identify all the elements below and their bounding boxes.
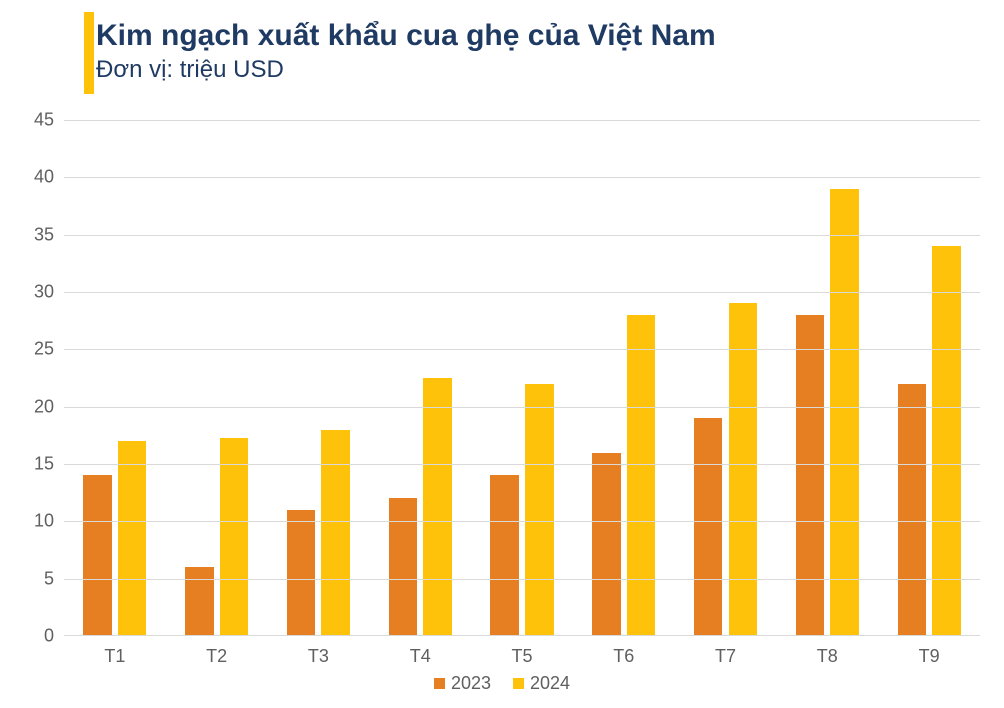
bar [423, 378, 451, 636]
category-group: T2 [166, 120, 268, 636]
x-axis [64, 635, 980, 636]
category-group: T4 [369, 120, 471, 636]
gridline [64, 521, 980, 522]
bar [287, 510, 315, 636]
x-tick-label: T8 [817, 636, 838, 667]
gridline [64, 349, 980, 350]
category-group: T8 [776, 120, 878, 636]
bar [729, 303, 757, 636]
x-tick-label: T2 [206, 636, 227, 667]
y-tick-label: 5 [44, 568, 64, 589]
y-tick-label: 45 [34, 110, 64, 131]
gridline [64, 579, 980, 580]
chart-subtitle: Đơn vị: triệu USD [96, 56, 716, 84]
y-tick-label: 0 [44, 626, 64, 647]
x-tick-label: T6 [613, 636, 634, 667]
legend: 2023 2024 [0, 673, 1004, 694]
gridline [64, 464, 980, 465]
bar [118, 441, 146, 636]
legend-swatch [513, 678, 524, 689]
y-tick-label: 15 [34, 454, 64, 475]
category-group: T6 [573, 120, 675, 636]
chart-title-block: Kim ngạch xuất khẩu cua ghẹ của Việt Nam… [96, 18, 716, 84]
bar [830, 189, 858, 636]
legend-swatch [434, 678, 445, 689]
plot-area: T1T2T3T4T5T6T7T8T9 051015202530354045 [64, 120, 980, 636]
bar [932, 246, 960, 636]
gridline [64, 235, 980, 236]
x-tick-label: T4 [410, 636, 431, 667]
gridline [64, 120, 980, 121]
gridline [64, 292, 980, 293]
bar [525, 384, 553, 636]
chart-title: Kim ngạch xuất khẩu cua ghẹ của Việt Nam [96, 18, 716, 54]
category-group: T1 [64, 120, 166, 636]
legend-label: 2024 [530, 673, 570, 694]
bar [220, 438, 248, 636]
legend-label: 2023 [451, 673, 491, 694]
x-tick-label: T3 [308, 636, 329, 667]
bar [83, 475, 111, 636]
bar [898, 384, 926, 636]
x-tick-label: T5 [511, 636, 532, 667]
bar [389, 498, 417, 636]
x-tick-label: T1 [104, 636, 125, 667]
category-group: T7 [675, 120, 777, 636]
chart-container: Kim ngạch xuất khẩu cua ghẹ của Việt Nam… [0, 0, 1004, 708]
bar [627, 315, 655, 636]
y-tick-label: 25 [34, 339, 64, 360]
category-group: T3 [268, 120, 370, 636]
bar [694, 418, 722, 636]
category-group: T5 [471, 120, 573, 636]
y-tick-label: 30 [34, 282, 64, 303]
y-tick-label: 10 [34, 511, 64, 532]
x-tick-label: T7 [715, 636, 736, 667]
gridline [64, 177, 980, 178]
bar [796, 315, 824, 636]
gridline [64, 407, 980, 408]
title-accent-bar [84, 12, 94, 94]
bar [490, 475, 518, 636]
legend-item: 2023 [434, 673, 491, 694]
x-tick-label: T9 [919, 636, 940, 667]
bar [185, 567, 213, 636]
legend-item: 2024 [513, 673, 570, 694]
category-group: T9 [878, 120, 980, 636]
bars-layer: T1T2T3T4T5T6T7T8T9 [64, 120, 980, 636]
y-tick-label: 35 [34, 224, 64, 245]
y-tick-label: 40 [34, 167, 64, 188]
bar [321, 430, 349, 636]
y-tick-label: 20 [34, 396, 64, 417]
bar [592, 453, 620, 636]
